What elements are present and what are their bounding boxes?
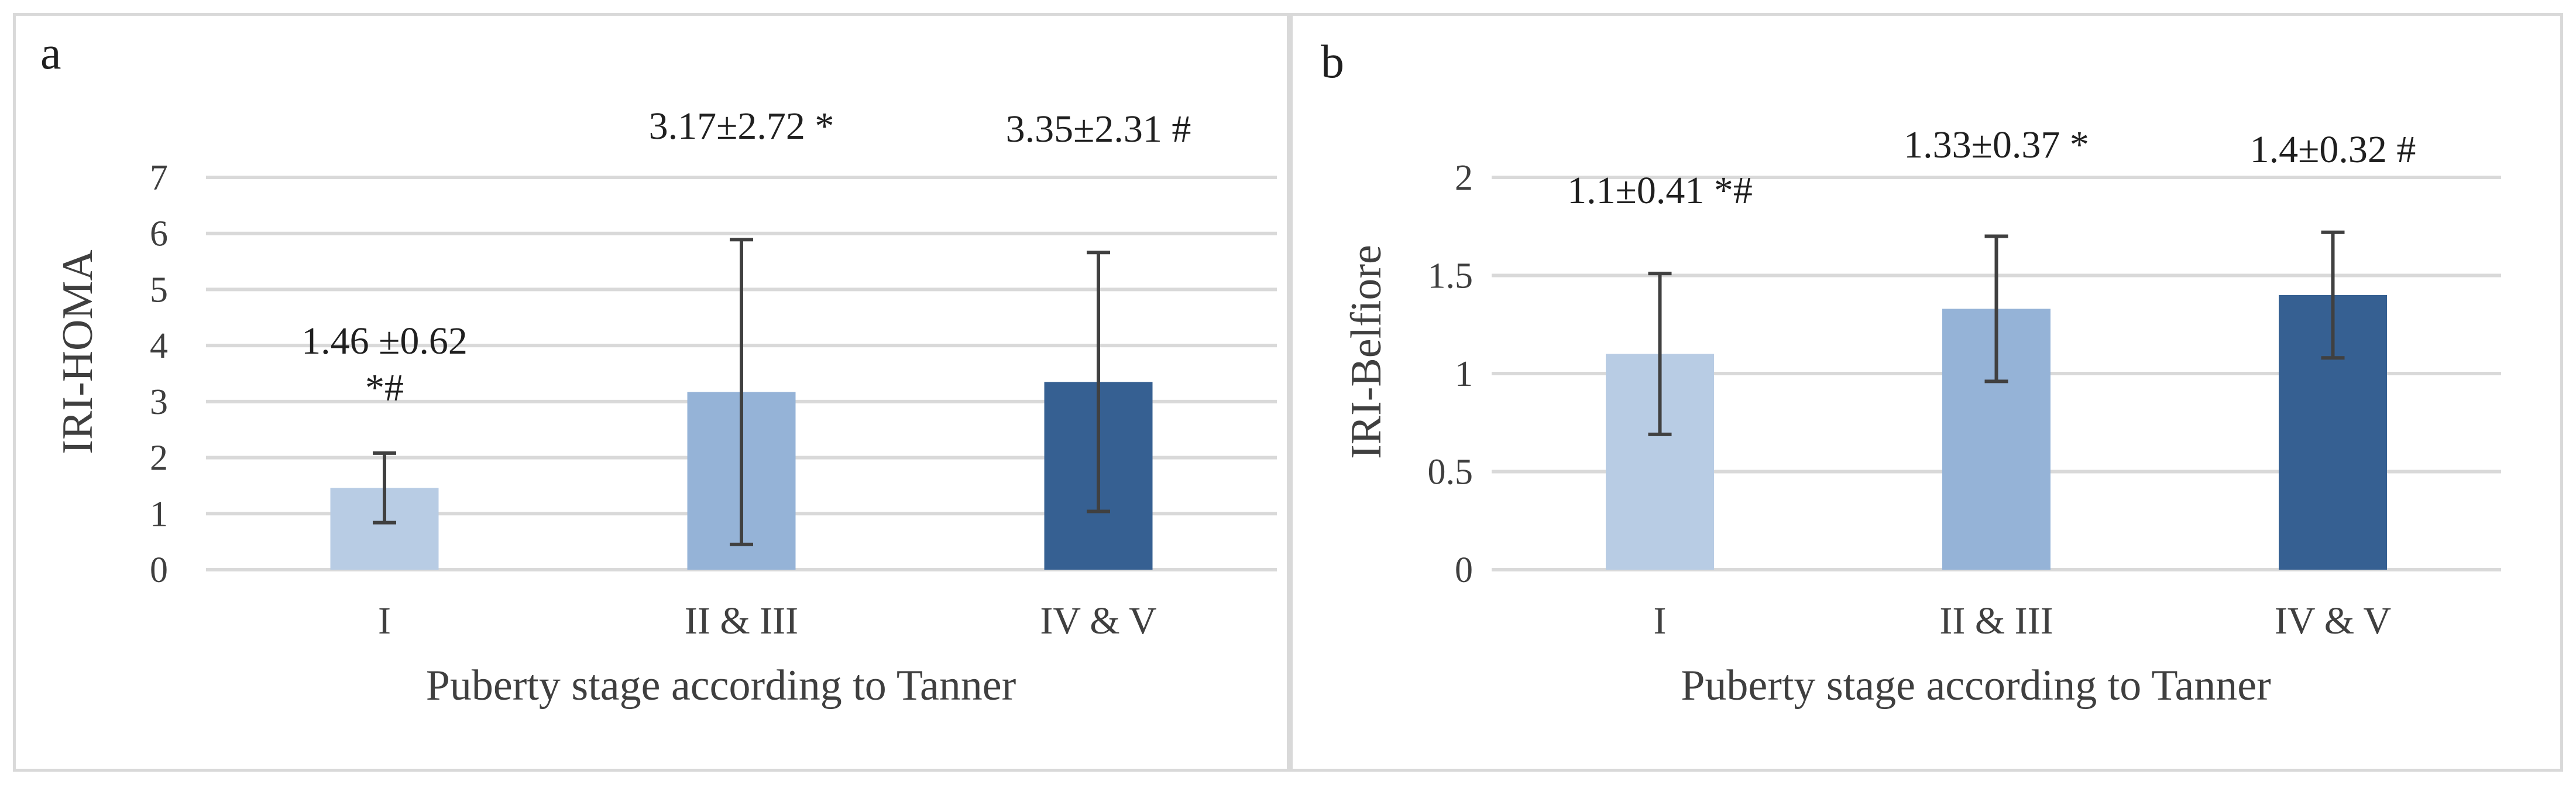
chart-a-ytick-label: 5 [150, 270, 168, 310]
chart-a-ytick-label: 0 [150, 550, 168, 590]
chart-b-data-label: 1.33±0.37 * [1904, 124, 2089, 166]
chart-a-data-label: 3.35±2.31 # [1006, 108, 1191, 150]
chart-a-ytick-label: 7 [150, 158, 168, 198]
chart-a-category-label: IV & V [1040, 600, 1156, 642]
chart-a-ytick-label: 2 [150, 439, 168, 478]
chart-b-ytick-label: 2 [1455, 158, 1473, 198]
chart-a-svg: a 0 1 2 3 4 5 6 7 IRI-HOMA I 1.46 ±0.62 *# II & III 3.… [40, 28, 1277, 710]
chart-a-x-axis-label: Puberty stage according to Tanner [426, 662, 1016, 710]
chart-b-ytick-label: 1.5 [1428, 256, 1474, 296]
chart-b-svg: b 0 0.5 1 1.5 2 IRI-Belfiore I 1.1±0.41 *# II & I… [1321, 36, 2501, 710]
chart-a-data-label: 1.46 ±0.62 [301, 320, 468, 362]
chart-b-panel-label: b [1321, 36, 1344, 88]
chart-a-data-label: 3.17±2.72 * [649, 105, 834, 148]
chart-a-ytick-label: 3 [150, 382, 168, 422]
chart-a-ytick-label: 6 [150, 214, 168, 254]
chart-a-ytick-label: 4 [150, 326, 168, 366]
chart-b-ytick-label: 0 [1455, 550, 1473, 590]
chart-b-x-axis-label: Puberty stage according to Tanner [1681, 662, 2271, 710]
chart-a-panel-label: a [40, 28, 61, 79]
chart-panel-a: a 0 1 2 3 4 5 6 7 IRI-HOMA I 1.46 ±0.62 *# II & III 3.… [13, 13, 1290, 772]
chart-b-category-label: II & III [1939, 600, 2053, 642]
chart-b-data-label: 1.1±0.41 *# [1567, 169, 1753, 212]
chart-b-ytick-label: 0.5 [1428, 453, 1474, 492]
chart-panel-b: b 0 0.5 1 1.5 2 IRI-Belfiore I 1.1±0.41 *# II & I… [1290, 13, 2563, 772]
chart-a-category-label: I [378, 600, 391, 642]
chart-b-data-label: 1.4±0.32 # [2250, 128, 2416, 171]
chart-a-category-label: II & III [685, 600, 798, 642]
chart-b-category-label: I [1654, 600, 1667, 642]
chart-a-ytick-label: 1 [150, 494, 168, 534]
chart-b-category-label: IV & V [2275, 600, 2391, 642]
chart-b-y-axis-label: IRI-Belfiore [1342, 245, 1390, 459]
chart-a-data-label: *# [365, 367, 404, 409]
chart-a-y-axis-label: IRI-HOMA [54, 249, 102, 454]
chart-b-ytick-label: 1 [1455, 354, 1473, 394]
